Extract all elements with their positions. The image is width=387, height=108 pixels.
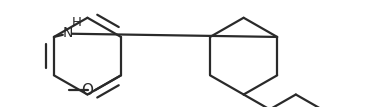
Text: H: H [72, 16, 82, 29]
Text: O: O [81, 83, 93, 98]
Text: N: N [62, 26, 73, 40]
